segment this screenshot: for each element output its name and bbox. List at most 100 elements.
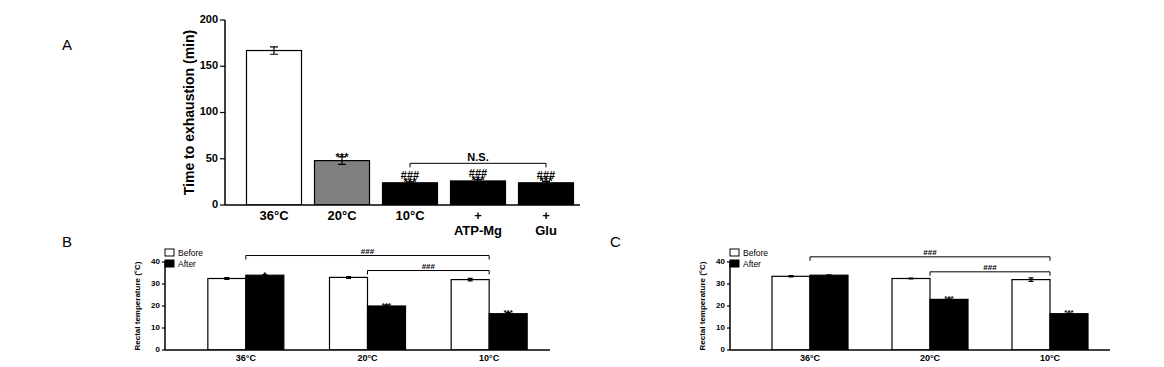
x-tick-label: 10°C bbox=[395, 208, 425, 223]
x-tick-label: 36°C bbox=[259, 208, 289, 223]
y-tick bbox=[727, 349, 730, 350]
error-bar bbox=[1029, 278, 1034, 282]
y-tick bbox=[162, 283, 165, 284]
annotation: *** bbox=[336, 151, 350, 163]
y-tick bbox=[220, 19, 225, 20]
y-tick-label: 30 bbox=[151, 279, 160, 288]
y-tick bbox=[162, 349, 165, 350]
y-tick-label: 20 bbox=[151, 301, 160, 310]
panel-label: C bbox=[610, 233, 621, 250]
x-tick-label-line: ATP-Mg bbox=[454, 223, 502, 238]
error-bar bbox=[224, 278, 229, 280]
legend-swatch bbox=[165, 249, 174, 256]
bracket-label: ### bbox=[923, 248, 937, 257]
chart-panel: BRectal temperature (°C)01020304036°C20°… bbox=[62, 233, 550, 363]
x-tick-label-line: 10°C bbox=[479, 353, 500, 363]
annotation: ### bbox=[537, 169, 555, 181]
x-axis bbox=[165, 349, 550, 351]
error-bar bbox=[909, 277, 914, 279]
x-tick-label-line: 20°C bbox=[357, 353, 378, 363]
x-tick-label: +Glu bbox=[535, 208, 557, 238]
y-axis-label: Time to exhaustion (min) bbox=[181, 30, 197, 195]
y-tick bbox=[162, 327, 165, 328]
annotation: *** bbox=[382, 301, 392, 310]
x-tick-label-line: + bbox=[474, 208, 482, 223]
annotation: * bbox=[263, 270, 267, 279]
y-tick-label: 150 bbox=[200, 59, 218, 71]
error-bar bbox=[270, 47, 278, 54]
y-tick-label: 50 bbox=[206, 152, 218, 164]
y-tick-label: 20 bbox=[716, 301, 725, 310]
bar bbox=[930, 299, 968, 350]
bar bbox=[208, 279, 246, 351]
y-tick bbox=[220, 158, 225, 159]
legend-label: After bbox=[178, 259, 196, 269]
bar bbox=[330, 277, 368, 350]
bracket-label: ### bbox=[422, 262, 436, 271]
y-tick-label: 10 bbox=[151, 323, 160, 332]
bar bbox=[451, 280, 489, 350]
bracket-label: ### bbox=[361, 247, 375, 256]
error-bar bbox=[468, 278, 473, 281]
x-axis bbox=[225, 204, 580, 206]
y-tick-label: 200 bbox=[200, 13, 218, 25]
bar bbox=[772, 276, 810, 350]
x-tick-label-line: Glu bbox=[535, 223, 557, 238]
legend-label: Before bbox=[743, 248, 768, 258]
bar bbox=[246, 275, 284, 350]
y-tick-label: 40 bbox=[716, 257, 725, 266]
y-tick bbox=[727, 327, 730, 328]
y-tick bbox=[162, 305, 165, 306]
x-tick-label-line: 20°C bbox=[920, 353, 941, 363]
plot-area bbox=[208, 275, 527, 350]
x-tick-label-line: 10°C bbox=[1040, 353, 1061, 363]
x-tick-label: 10°C bbox=[1040, 353, 1061, 363]
y-tick bbox=[220, 112, 225, 113]
bar bbox=[368, 306, 406, 350]
y-tick bbox=[727, 283, 730, 284]
bar bbox=[1050, 314, 1088, 350]
y-tick bbox=[220, 204, 225, 205]
x-tick-label-line: 10°C bbox=[395, 208, 425, 223]
legend-swatch bbox=[165, 260, 174, 267]
annotation: ### bbox=[401, 169, 419, 181]
bracket bbox=[930, 272, 1050, 276]
x-tick-label: 36°C bbox=[800, 353, 821, 363]
annotation: ### bbox=[469, 167, 487, 179]
bar bbox=[315, 161, 370, 205]
bar bbox=[1012, 280, 1050, 350]
x-tick-label-line: 36°C bbox=[236, 353, 257, 363]
panel-label: A bbox=[62, 36, 72, 53]
y-tick-label: 10 bbox=[716, 323, 725, 332]
chart-panel: ATime to exhaustion (min)05010015020036°… bbox=[62, 13, 580, 238]
legend-swatch bbox=[730, 249, 739, 256]
bracket-label: N.S. bbox=[467, 151, 488, 163]
error-bar bbox=[346, 277, 351, 279]
x-tick-label-line: 36°C bbox=[800, 353, 821, 363]
y-axis-label: Rectal temperature (°C) bbox=[133, 261, 142, 350]
bar bbox=[810, 275, 848, 350]
y-tick-label: 30 bbox=[716, 279, 725, 288]
annotation: *** bbox=[503, 308, 513, 317]
chart-panel: CRectal temperature (°C)01020304036°C20°… bbox=[610, 233, 1110, 363]
panel-label: B bbox=[62, 233, 72, 250]
x-tick-label: 10°C bbox=[479, 353, 500, 363]
y-tick bbox=[220, 66, 225, 67]
x-tick-label: +ATP-Mg bbox=[454, 208, 502, 238]
bracket-label: ### bbox=[983, 263, 997, 272]
bar bbox=[892, 279, 930, 351]
bracket bbox=[410, 163, 546, 167]
legend-swatch bbox=[730, 260, 739, 267]
plot-area bbox=[772, 275, 1088, 350]
y-tick-label: 0 bbox=[212, 198, 218, 210]
y-tick-label: 0 bbox=[721, 345, 726, 354]
legend-label: Before bbox=[178, 248, 203, 258]
x-tick-label: 36°C bbox=[236, 353, 257, 363]
error-bar bbox=[827, 274, 832, 276]
x-tick-label-line: 36°C bbox=[259, 208, 289, 223]
bar bbox=[489, 314, 527, 350]
bar bbox=[247, 51, 302, 205]
error-bar bbox=[789, 276, 794, 277]
x-tick-label-line: + bbox=[542, 208, 550, 223]
bracket bbox=[246, 256, 489, 260]
